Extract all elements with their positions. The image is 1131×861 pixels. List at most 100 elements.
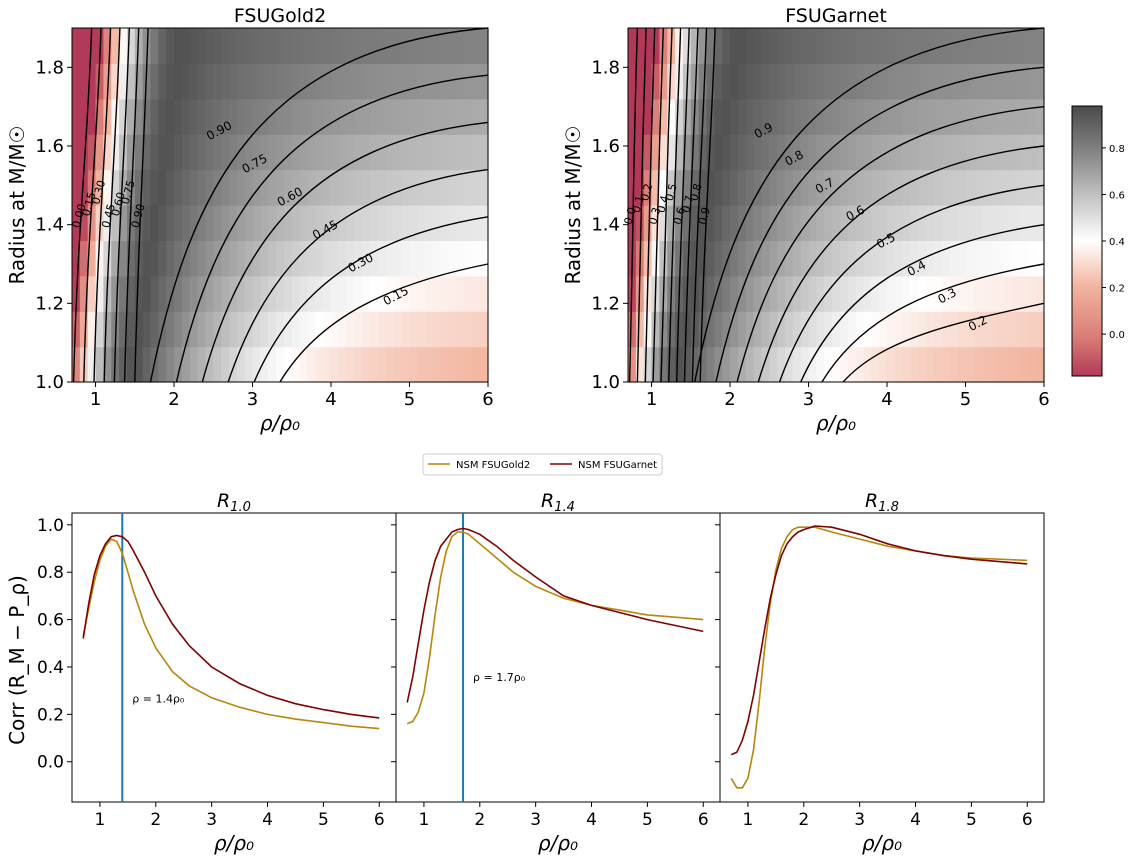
heatmap-cell — [989, 346, 998, 383]
heatmap-cell — [385, 346, 395, 383]
heatmap-cell — [926, 98, 935, 135]
heatmap-cell — [887, 205, 896, 241]
heatmap-cell — [847, 28, 857, 64]
heatmap-cell — [276, 169, 285, 206]
heatmap-cell — [385, 169, 395, 206]
colorbar-tick-label: 0.2 — [1109, 284, 1125, 295]
heatmap-cell — [643, 169, 653, 206]
heatmap-cell — [667, 240, 676, 277]
heatmap-cell — [158, 63, 167, 100]
heatmap-cell — [464, 311, 473, 348]
heatmap-cell — [197, 134, 207, 171]
heatmap-cell — [174, 240, 183, 277]
heatmap-cell — [472, 28, 481, 64]
x-tick-label: 3 — [530, 810, 541, 830]
heatmap-cell — [166, 240, 175, 277]
heatmap-cell — [409, 311, 418, 348]
series-line-fsugarnet — [406, 527, 704, 703]
heatmap-cell — [871, 169, 880, 206]
heatmap-cell — [79, 63, 89, 100]
heatmap-cell — [181, 240, 191, 277]
heatmap-cell — [753, 28, 763, 64]
heatmap-cell — [761, 346, 770, 383]
heatmap-cell — [244, 275, 254, 312]
heatmap-cell — [832, 346, 841, 383]
heatmap-cell — [690, 346, 700, 383]
heatmap-cell — [792, 240, 802, 277]
heatmap-cell — [299, 169, 309, 206]
heatmap-cell — [150, 205, 159, 241]
heatmap-cell — [659, 311, 668, 348]
x-tick-label: 2 — [474, 810, 485, 830]
heatmap-cell — [949, 205, 959, 241]
heatmap-cell — [150, 240, 159, 277]
contour-line — [103, 27, 121, 383]
heatmap-cell — [745, 169, 755, 206]
heatmap-cell — [346, 134, 356, 171]
x-axis-label: ρ/ρ₀ — [862, 831, 902, 855]
heatmap-cell — [252, 275, 261, 312]
plot-frame — [71, 512, 397, 803]
heatmap-cell — [816, 169, 825, 206]
heatmap-cell — [769, 134, 778, 171]
heatmap-cell — [910, 169, 920, 206]
heatmap-cell — [643, 98, 653, 135]
heatmap-cell — [824, 98, 833, 135]
heatmap-cell — [378, 311, 387, 348]
heatmap-cell — [1036, 205, 1045, 241]
heatmap-cell — [362, 240, 371, 277]
heatmap-cell — [440, 98, 450, 135]
heatmap-cell — [433, 28, 442, 64]
heatmap-cell — [166, 134, 175, 171]
heatmap-cell — [643, 346, 653, 383]
heatmap-cell — [205, 275, 214, 312]
x-axis-label: ρ/ρ₀ — [538, 831, 578, 855]
heatmap-cell — [134, 134, 144, 171]
heatmap-cell — [628, 98, 637, 135]
contour-line — [175, 74, 489, 383]
x-tick-label: 4 — [881, 389, 892, 410]
heatmap-cell — [440, 28, 450, 64]
heatmap-cell — [433, 169, 442, 206]
heatmap-cell — [1020, 134, 1029, 171]
heatmap-cell — [370, 275, 379, 312]
heatmap-cell — [181, 205, 191, 241]
heatmap-cell — [236, 169, 246, 206]
heatmap-cell — [934, 63, 943, 100]
heatmap-cell — [260, 134, 269, 171]
contour-label: 0.15 — [80, 191, 99, 218]
heatmap-cell — [682, 98, 692, 135]
heatmap-cell — [824, 311, 833, 348]
heatmap-cell — [832, 134, 841, 171]
heatmap-cell — [370, 28, 379, 64]
contour-line — [842, 302, 1045, 383]
colorbar-tick-label: 0.4 — [1109, 237, 1125, 248]
heatmap-cell — [675, 98, 684, 135]
heatmap-cell — [949, 134, 959, 171]
heatmap-cell — [675, 346, 684, 383]
x-tick-label: 4 — [910, 810, 921, 830]
heatmap-cell — [839, 169, 849, 206]
heatmap-cell — [989, 240, 998, 277]
heatmap-cell — [362, 311, 371, 348]
heatmap-cell — [268, 63, 277, 100]
heatmap-cell — [792, 28, 802, 64]
heatmap-cell — [824, 169, 833, 206]
heatmap-cell — [957, 311, 967, 348]
heatmap-cell — [213, 134, 222, 171]
heatmap-cell — [714, 240, 723, 277]
heatmap-cell — [433, 98, 442, 135]
heatmap-cell — [910, 311, 920, 348]
heatmap-cell — [440, 240, 450, 277]
heatmap-cell — [307, 311, 316, 348]
contour-label: 0.90 — [129, 202, 148, 229]
heatmap-cell — [252, 98, 261, 135]
heatmap-cell — [338, 275, 348, 312]
heatmap-cell — [777, 240, 786, 277]
heatmap-cell — [205, 240, 214, 277]
heatmap-cell — [448, 134, 458, 171]
heatmap-cell — [722, 28, 731, 64]
heatmap-cell — [753, 63, 763, 100]
heatmap-cell — [808, 28, 817, 64]
heatmap-cell — [675, 205, 684, 241]
